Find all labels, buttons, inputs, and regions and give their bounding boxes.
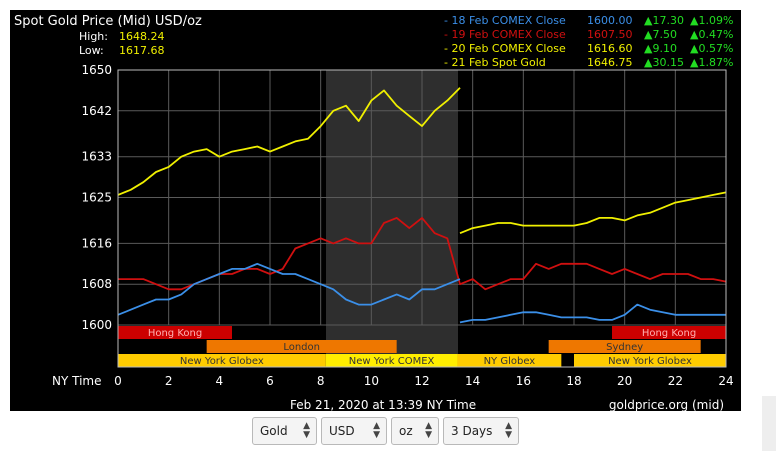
gold-price-chart: Hong Kong Hong Kong London Sydney New York G… [14, 14, 734, 411]
x-tick-label: 2 [165, 374, 173, 388]
legend-18feb-pct: ▲1.09% [690, 14, 733, 27]
gold-chart-panel: Hong Kong Hong Kong London Sydney New York G… [10, 10, 741, 411]
timestamp-footer: Feb 21, 2020 at 13:39 NY Time [290, 398, 476, 411]
session-label: New York COMEX [349, 356, 435, 367]
legend-21feb-price: 1646.75 [587, 56, 633, 69]
session-bar [118, 354, 326, 367]
session-label: Hong Kong [642, 328, 696, 339]
legend-19feb-name: - 19 Feb COMEX Close [444, 28, 566, 41]
price-line [117, 262, 461, 316]
y-tick-label: 1633 [81, 150, 112, 164]
x-tick-label: 6 [266, 374, 274, 388]
source-footer: goldprice.org (mid) [609, 398, 724, 411]
legend-20feb-price: 1616.60 [587, 42, 633, 55]
updown-arrows-icon: ▲ ▼ [373, 421, 380, 440]
session-bar [457, 354, 562, 367]
x-tick-label: 10 [364, 374, 379, 388]
x-tick-label: 8 [317, 374, 325, 388]
x-tick-label: 4 [216, 374, 224, 388]
legend-18feb-name: - 18 Feb COMEX Close [444, 14, 566, 27]
updown-arrows-icon: ▲ ▼ [505, 421, 512, 440]
legend-20feb-pct: ▲0.57% [690, 42, 733, 55]
session-bar [118, 326, 232, 339]
legend-21feb-pct: ▲1.87% [690, 56, 733, 69]
session-label: Sydney [606, 342, 643, 353]
y-tick-label: 1625 [81, 191, 112, 205]
low-label: Low: [79, 44, 104, 57]
comex-highlight [326, 70, 458, 367]
x-tick-label: 20 [617, 374, 632, 388]
session-label: Hong Kong [148, 328, 202, 339]
legend-21feb-name: - 21 Feb Spot Gold [444, 56, 546, 69]
x-tick-label: 18 [566, 374, 581, 388]
session-label: New York Globex [608, 356, 692, 367]
session-bar [574, 354, 726, 367]
updown-arrows-icon: ▲ ▼ [303, 421, 310, 440]
currency-select-value: USD [329, 424, 355, 438]
range-select-value: 3 Days [451, 424, 493, 438]
chart-controls: Gold ▲ ▼ USD ▲ ▼ oz ▲ ▼ 3 Days ▲ ▼ [252, 417, 519, 445]
x-tick-label: 14 [465, 374, 480, 388]
legend-19feb-price: 1607.50 [587, 28, 633, 41]
session-label: New York Globex [180, 356, 264, 367]
legend: - 18 Feb COMEX Close 1600.00 ▲17.30 ▲1.0… [444, 14, 733, 69]
legend-18feb-change: ▲17.30 [644, 14, 684, 27]
legend-19feb-change: ▲7.50 [644, 28, 677, 41]
unit-select-value: oz [399, 424, 413, 438]
high-value: 1648.24 [119, 30, 165, 43]
x-axis-label: NY Time [52, 374, 102, 388]
chart-title: Spot Gold Price (Mid) USD/oz [14, 14, 202, 29]
range-select[interactable]: 3 Days ▲ ▼ [443, 417, 519, 445]
plot-border [117, 69, 727, 368]
y-tick-label: 1608 [81, 277, 112, 291]
y-tick-label: 1650 [81, 63, 112, 77]
unit-select[interactable]: oz ▲ ▼ [391, 417, 439, 445]
metal-select[interactable]: Gold ▲ ▼ [252, 417, 317, 445]
session-bar [612, 326, 726, 339]
session-label: London [283, 342, 320, 353]
y-tick-label: 1642 [81, 104, 112, 118]
y-tick-label: 1600 [81, 318, 112, 332]
price-line [117, 87, 461, 196]
price-line [459, 303, 726, 324]
legend-21feb-change: ▲30.15 [644, 56, 684, 69]
x-tick-label: 12 [414, 374, 429, 388]
price-line [459, 191, 727, 235]
x-tick-label: 16 [516, 374, 531, 388]
updown-arrows-icon: ▲ ▼ [425, 421, 432, 440]
x-tick-label: 0 [114, 374, 122, 388]
high-label: High: [79, 30, 108, 43]
legend-20feb-name: - 20 Feb COMEX Close [444, 42, 566, 55]
legend-19feb-pct: ▲0.47% [690, 28, 733, 41]
currency-select[interactable]: USD ▲ ▼ [321, 417, 387, 445]
session-label: NY Globex [484, 356, 536, 367]
legend-20feb-change: ▲9.10 [644, 42, 677, 55]
session-bar [548, 340, 701, 353]
y-tick-label: 1616 [81, 236, 112, 250]
page-edge [762, 396, 776, 451]
session-bar [325, 354, 458, 367]
session-bar [206, 340, 397, 353]
x-tick-label: 22 [668, 374, 683, 388]
x-tick-label: 24 [718, 374, 733, 388]
low-value: 1617.68 [119, 44, 165, 57]
metal-select-value: Gold [260, 424, 288, 438]
legend-18feb-price: 1600.00 [587, 14, 633, 27]
